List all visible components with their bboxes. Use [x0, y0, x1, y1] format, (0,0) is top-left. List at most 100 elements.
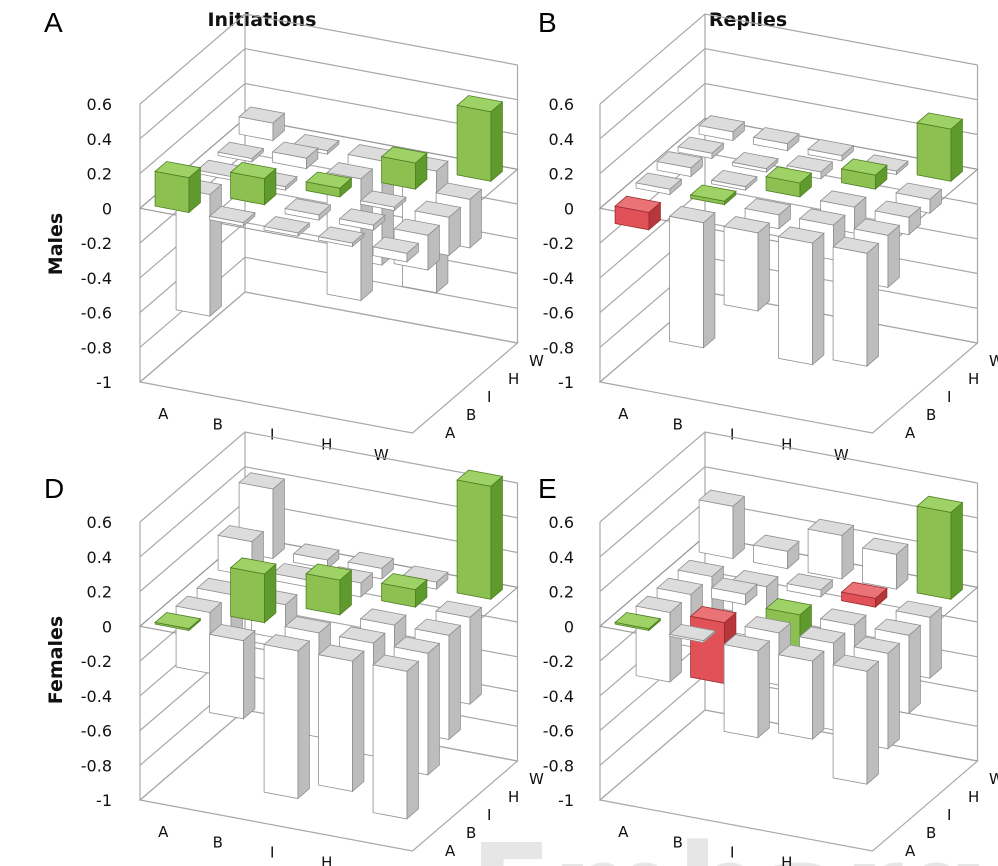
- bar-A-I: [263, 216, 311, 238]
- bar-top-face: [393, 636, 441, 654]
- bar-side-face: [272, 478, 285, 560]
- bar-side-face: [209, 183, 222, 317]
- bar-H-H: [840, 158, 888, 190]
- bar-front-face: [263, 644, 299, 799]
- y-tick-label: -0.4: [81, 269, 112, 288]
- bar-front-face: [832, 246, 868, 367]
- bar-B-I: [744, 198, 792, 230]
- bar-top-face: [435, 600, 483, 618]
- bar-top-face: [895, 182, 943, 200]
- y-tick-label: -0.8: [543, 338, 574, 357]
- bar-side-face: [887, 224, 900, 289]
- y-tick-label: -0.6: [543, 722, 574, 741]
- bar-top-face: [819, 608, 867, 626]
- bar-top-face: [916, 495, 964, 513]
- bar-front-face: [372, 664, 408, 820]
- bar-top-face: [393, 218, 441, 236]
- bar-front-face: [916, 505, 952, 600]
- x-category-label: W: [834, 446, 849, 464]
- bar-top-face: [614, 195, 662, 213]
- depth-category-label: H: [968, 788, 979, 806]
- bar-top-face: [284, 198, 332, 216]
- bar-side-face: [703, 211, 716, 349]
- bar-top-face: [668, 623, 716, 642]
- bar-A-B: [208, 623, 256, 720]
- depth-category-label: W: [529, 770, 544, 788]
- bar-top-face: [154, 612, 202, 630]
- bar-top-face: [305, 563, 353, 581]
- bar-front-face: [456, 479, 492, 600]
- bar-top-face: [677, 559, 725, 577]
- bar-W-W: [916, 112, 964, 183]
- y-tick-label: -0.6: [543, 304, 574, 323]
- depth-category-label: H: [968, 370, 979, 388]
- bar-B-A: [635, 595, 683, 683]
- y-tick-label: 0.6: [87, 95, 112, 114]
- bar-top-face: [798, 208, 846, 226]
- depth-category-label: W: [989, 770, 998, 788]
- bar-top-face: [229, 161, 277, 180]
- bar-top-face: [175, 595, 223, 613]
- bar-side-face: [490, 475, 503, 601]
- bar-side-face: [757, 222, 770, 312]
- bar-top-face: [723, 216, 771, 234]
- bar-side-face: [812, 650, 825, 741]
- bar-top-face: [292, 543, 340, 561]
- y-tick-label: 0: [564, 617, 574, 636]
- bar-top-face: [372, 654, 420, 672]
- x-category-label: H: [321, 436, 332, 454]
- bar-A-W: [372, 236, 420, 263]
- bar-side-face: [757, 640, 770, 739]
- y-tick-label: -0.4: [81, 687, 112, 706]
- bar-top-face: [456, 95, 504, 113]
- x-category-label: I: [730, 426, 734, 444]
- y-tick-label: 0.6: [549, 513, 574, 532]
- bar-front-face: [832, 664, 868, 785]
- bar-side-face: [732, 495, 745, 560]
- depth-category-label: A: [445, 424, 456, 442]
- x-category-label: H: [321, 854, 332, 866]
- bar-W-B: [752, 534, 800, 570]
- bar-top-face: [338, 626, 386, 644]
- bar-H-B: [271, 141, 319, 170]
- bar-top-face: [861, 537, 909, 555]
- bar-top-face: [238, 472, 286, 490]
- bar-top-face: [229, 557, 277, 575]
- floor: [598, 709, 979, 852]
- bar-top-face: [723, 634, 771, 652]
- bar-top-face: [668, 205, 716, 224]
- floor: [138, 709, 519, 852]
- bar-side-face: [406, 660, 419, 820]
- bar-I-B: [710, 577, 758, 606]
- bar-side-face: [351, 650, 365, 793]
- bar-top-face: [677, 136, 725, 154]
- y-tick-label: -0.4: [543, 269, 574, 288]
- bar-top-face: [208, 623, 256, 642]
- bar-top-face: [744, 616, 792, 634]
- bar-top-face: [635, 172, 683, 190]
- x-category-label: A: [618, 823, 629, 841]
- bar-top-face: [284, 616, 332, 634]
- bar-front-face: [862, 547, 897, 590]
- y-tick-label: 0: [564, 199, 574, 218]
- bar-top-face: [710, 169, 758, 188]
- bar-top-face: [777, 644, 825, 662]
- bar-W-W: [456, 469, 504, 601]
- bars: [154, 95, 504, 317]
- bar-top-face: [614, 612, 662, 630]
- y-tick-label: -0.6: [81, 304, 112, 323]
- depth-category-label: H: [508, 788, 519, 806]
- y-tick-label: 0.2: [87, 165, 112, 184]
- bar-A-I: [263, 634, 311, 800]
- x-category-label: H: [781, 436, 792, 454]
- y-tick-label: -1: [558, 373, 574, 392]
- bar-W-W: [456, 95, 504, 183]
- bar-side-face: [908, 624, 921, 715]
- x-category-label: H: [781, 854, 792, 866]
- bar-I-I: [305, 171, 353, 198]
- watermark: Embargoed: [470, 820, 998, 866]
- bar-A-W: [832, 654, 880, 786]
- bar-top-face: [305, 171, 353, 189]
